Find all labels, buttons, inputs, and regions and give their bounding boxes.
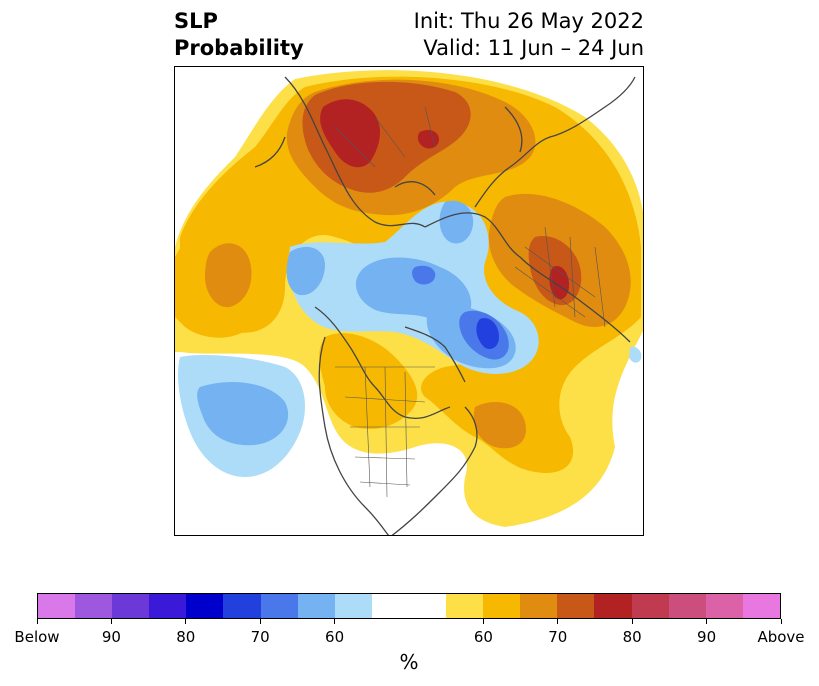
above-80-region-2 [417,130,440,149]
colorbar-tick-label: 60 [473,628,493,646]
below-65-pacific [197,382,289,446]
colorbar-cell [446,594,484,618]
colorbar-tick-label: 70 [548,628,568,646]
colorbar-cell [408,594,447,618]
above-70-atlantic [473,402,526,449]
colorbar-tick-mark [334,619,336,624]
colorbar-cell [260,594,298,618]
below-75-hudson [476,318,499,349]
coastlines [254,76,636,535]
colorbar-cell [223,594,261,618]
colorbar-cell [742,594,780,618]
colorbar-cell [705,594,743,618]
polar-map [174,66,644,536]
colorbar-tick-label: Above [757,628,805,646]
colorbar-tick-label: Below [14,628,60,646]
colorbar-cell [520,594,558,618]
colorbar-cell [186,594,224,618]
below-60-small [629,346,642,363]
colorbar-cell [483,594,521,618]
colorbar-cell [557,594,595,618]
colorbar-tick-mark [185,619,187,624]
chart-title-left: SLP Probability [174,8,304,62]
colorbar-tick-label: 90 [101,628,121,646]
above-80-east-siberia [549,266,569,300]
colorbar-cell [75,594,113,618]
colorbar-cell [631,594,669,618]
colorbar-tick-mark [259,619,261,624]
colorbar [37,593,781,619]
above-70-west-pacific [205,243,252,308]
colorbar-tick-mark [110,619,112,624]
colorbar-cell [297,594,335,618]
colorbar-cell [149,594,187,618]
colorbar-tick-label: 80 [176,628,196,646]
title-variable: SLP [174,9,218,33]
colorbar-unit-label: % [399,650,419,674]
map-svg [175,67,643,535]
political-borders [334,106,606,498]
colorbar-cell [594,594,632,618]
colorbar-cell [112,594,150,618]
colorbar-tick-mark [36,619,38,624]
colorbar-tick-label: 80 [622,628,642,646]
chart-title-right: Init: Thu 26 May 2022 Valid: 11 Jun – 24… [414,8,644,62]
colorbar-cell [371,594,409,618]
colorbar-tick-mark [631,619,633,624]
colorbar-tick-label: 70 [250,628,270,646]
valid-range: Valid: 11 Jun – 24 Jun [423,36,644,60]
init-date: Init: Thu 26 May 2022 [413,9,644,33]
below-65-west [286,246,325,296]
colorbar-tick-label: 90 [697,628,717,646]
colorbar-tick-mark [557,619,559,624]
above-80-region [320,99,381,168]
colorbar-tick-mark [780,619,782,624]
above-65-north-america [319,333,418,429]
colorbar-cell [334,594,372,618]
below-65-north-atlantic [439,200,474,244]
colorbar-cell [38,594,76,618]
colorbar-tick-mark [482,619,484,624]
title-quantity: Probability [174,36,304,60]
colorbar-tick-mark [706,619,708,624]
colorbar-cell [668,594,706,618]
below-70-arctic [412,265,436,285]
colorbar-tick-label: 60 [325,628,345,646]
